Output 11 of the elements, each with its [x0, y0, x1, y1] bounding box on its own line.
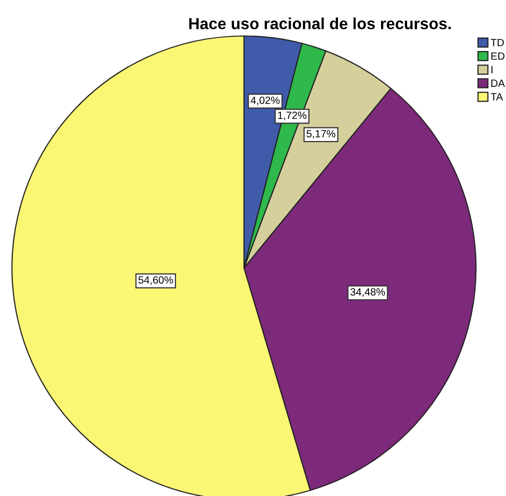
data-label: 34,48% [350, 288, 385, 297]
legend-label: ED [491, 52, 504, 60]
data-label: 5,17% [306, 130, 336, 139]
data-label: 54,60% [138, 276, 174, 285]
data-label: 4,02% [250, 96, 280, 106]
legend-label: TD [490, 38, 504, 46]
data-label: 1,72% [278, 112, 306, 120]
legend-label: I [491, 66, 492, 74]
legend-label: TA [490, 93, 504, 100]
legend-label: DA [491, 80, 505, 87]
chart-title: Hace uso racional de los recursos. [189, 18, 451, 30]
